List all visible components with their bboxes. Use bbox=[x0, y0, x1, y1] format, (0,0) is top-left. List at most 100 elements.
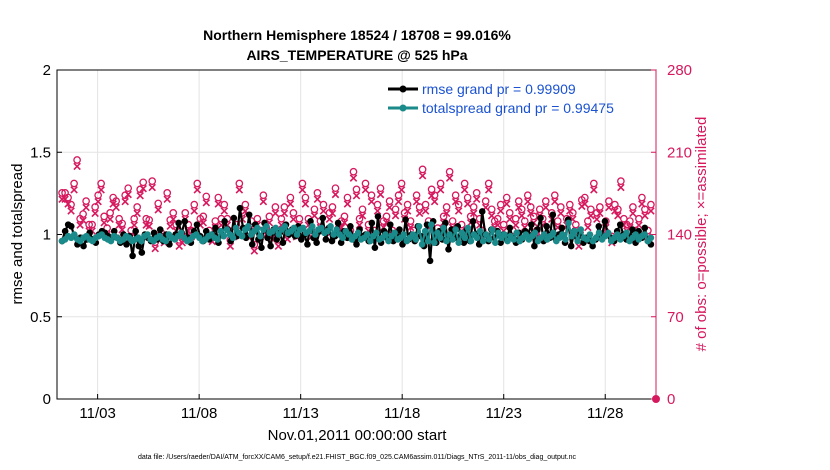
obs-assimilated-point-103 bbox=[367, 197, 376, 206]
spread-point-94 bbox=[345, 231, 353, 238]
y-axis-label-right: # of obs: o=possible; ×=assimilated bbox=[693, 117, 710, 352]
obs-assimilated-point-37 bbox=[169, 215, 178, 223]
obs-possible-point-108 bbox=[382, 212, 391, 221]
rmse-point-26 bbox=[138, 249, 146, 256]
obs-assimilated-point-129 bbox=[445, 174, 454, 182]
spread-point-148 bbox=[510, 236, 517, 243]
obs-assimilated-stroke-b-98 bbox=[352, 191, 361, 200]
rmse-point-175 bbox=[595, 222, 603, 230]
obs-assimilated-stroke-b-31 bbox=[151, 244, 159, 253]
obs-assimilated-point-77 bbox=[289, 215, 298, 223]
obs-assimilated-point-27 bbox=[139, 184, 147, 193]
spread-point-129 bbox=[452, 226, 459, 233]
obs-assimilated-stroke-b-74 bbox=[280, 209, 289, 218]
rmse-point-146 bbox=[506, 224, 514, 232]
spread-point-81 bbox=[305, 227, 313, 235]
obs-possible-point-69 bbox=[265, 212, 274, 221]
obs-assimilated-point-192 bbox=[635, 221, 643, 229]
obs-assimilated-stroke-b-185 bbox=[614, 211, 622, 220]
obs-possible-point-67 bbox=[259, 191, 268, 200]
obs-assimilated-point-71 bbox=[271, 209, 280, 218]
obs-possible-point-131 bbox=[451, 191, 460, 200]
spread-point-146 bbox=[504, 237, 511, 245]
obs-assimilated-stroke-b-190 bbox=[629, 209, 637, 218]
obs-assimilated-stroke-b-0 bbox=[58, 195, 66, 204]
spread-point-138 bbox=[479, 237, 487, 245]
obs-possible-point-100 bbox=[358, 205, 367, 214]
obs-assimilated-stroke-b-161 bbox=[542, 203, 550, 212]
obs-assimilated-stroke-b-177 bbox=[590, 186, 598, 194]
right-axis-ticks: 0 70 140 210 280 bbox=[651, 62, 692, 408]
rmse-point-25 bbox=[135, 242, 143, 250]
obs-assimilated-stroke-b-155 bbox=[523, 197, 532, 206]
obs-possible-point-4 bbox=[70, 179, 78, 188]
spread-point-120 bbox=[424, 237, 432, 245]
obs-possible-point-121 bbox=[421, 200, 430, 209]
spread-point-51 bbox=[214, 236, 221, 243]
rmse-point-7 bbox=[80, 242, 87, 250]
obs-possible-point-106 bbox=[376, 184, 385, 193]
obs-assimilated-stroke-b-5 bbox=[73, 162, 81, 171]
obs-possible-point-174 bbox=[580, 193, 589, 202]
obs-assimilated-point-84 bbox=[310, 211, 319, 220]
obs-possible-point-81 bbox=[301, 193, 310, 202]
obs-assimilated-point-186 bbox=[617, 183, 625, 192]
obs-possible-point-97 bbox=[349, 167, 358, 176]
rmse-point-160 bbox=[549, 211, 557, 219]
rmse-point-137 bbox=[478, 208, 486, 215]
obs-possible-point-118 bbox=[412, 191, 421, 200]
obs-assimilated-point-123 bbox=[427, 191, 436, 200]
rmse-point-110 bbox=[396, 226, 403, 233]
obs-possible-point-120 bbox=[418, 165, 427, 174]
obs-assimilated-point-19 bbox=[115, 221, 123, 229]
spread-point-122 bbox=[431, 239, 438, 247]
obs-possible-point-128 bbox=[442, 203, 451, 211]
obs-assimilated-point-164 bbox=[551, 197, 559, 206]
spread-point-193 bbox=[647, 234, 655, 242]
obs-possible-point-142 bbox=[484, 179, 493, 188]
obs-assimilated-stroke-b-35 bbox=[163, 195, 171, 204]
spread-point-76 bbox=[290, 224, 298, 232]
spread-point-52 bbox=[217, 227, 225, 235]
obs-assimilated-stroke-b-30 bbox=[148, 183, 156, 192]
obs-assimilated-stroke-b-129 bbox=[445, 174, 454, 182]
right-tick-label-4: 280 bbox=[667, 62, 692, 79]
obs-assimilated-stroke-b-26 bbox=[136, 191, 144, 200]
spread-point-87 bbox=[324, 227, 331, 235]
chart-title-line2: AIRS_TEMPERATURE @ 525 hPa bbox=[246, 47, 467, 63]
right-tick-label-3: 210 bbox=[667, 144, 692, 161]
obs-assimilated-point-14 bbox=[100, 218, 108, 227]
spread-point-139 bbox=[482, 231, 490, 238]
rmse-point-102 bbox=[371, 244, 379, 251]
obs-assimilated-stroke-b-196 bbox=[647, 207, 655, 215]
obs-assimilated-stroke-b-111 bbox=[391, 211, 400, 220]
spread-point-88 bbox=[327, 222, 334, 230]
obs-assimilated-stroke-b-71 bbox=[271, 209, 280, 218]
rmse-point-131 bbox=[460, 239, 468, 247]
rmse-point-103 bbox=[374, 213, 382, 220]
obs-possible-point-14 bbox=[100, 212, 108, 221]
spread-point-89 bbox=[330, 231, 337, 238]
obs-assimilated-point-156 bbox=[526, 209, 535, 218]
obs-assimilated-point-109 bbox=[385, 203, 394, 212]
obs-possible-point-101 bbox=[361, 179, 370, 188]
obs-possible-point-59 bbox=[235, 179, 244, 188]
spread-point-182 bbox=[614, 231, 621, 238]
spread-point-137 bbox=[476, 227, 484, 235]
obs-assimilated-point-22 bbox=[124, 190, 132, 199]
obs-assimilated-stroke-b-186 bbox=[617, 183, 625, 192]
spread-point-34 bbox=[162, 237, 170, 245]
obs-assimilated-point-1 bbox=[61, 195, 69, 204]
obs-assimilated-point-131 bbox=[451, 197, 460, 206]
obs-assimilated-point-151 bbox=[511, 221, 520, 229]
obs-assimilated-stroke-b-193 bbox=[638, 200, 646, 208]
obs-assimilated-stroke-b-64 bbox=[250, 247, 259, 255]
spread-point-53 bbox=[220, 232, 228, 240]
obs-assimilated-point-128 bbox=[442, 209, 451, 218]
rmse-point-177 bbox=[601, 218, 609, 225]
spread-point-54 bbox=[223, 226, 231, 233]
obs-assimilated-stroke-b-28 bbox=[142, 221, 150, 229]
spread-point-118 bbox=[418, 241, 426, 248]
obs-assimilated-point-21 bbox=[121, 197, 129, 206]
